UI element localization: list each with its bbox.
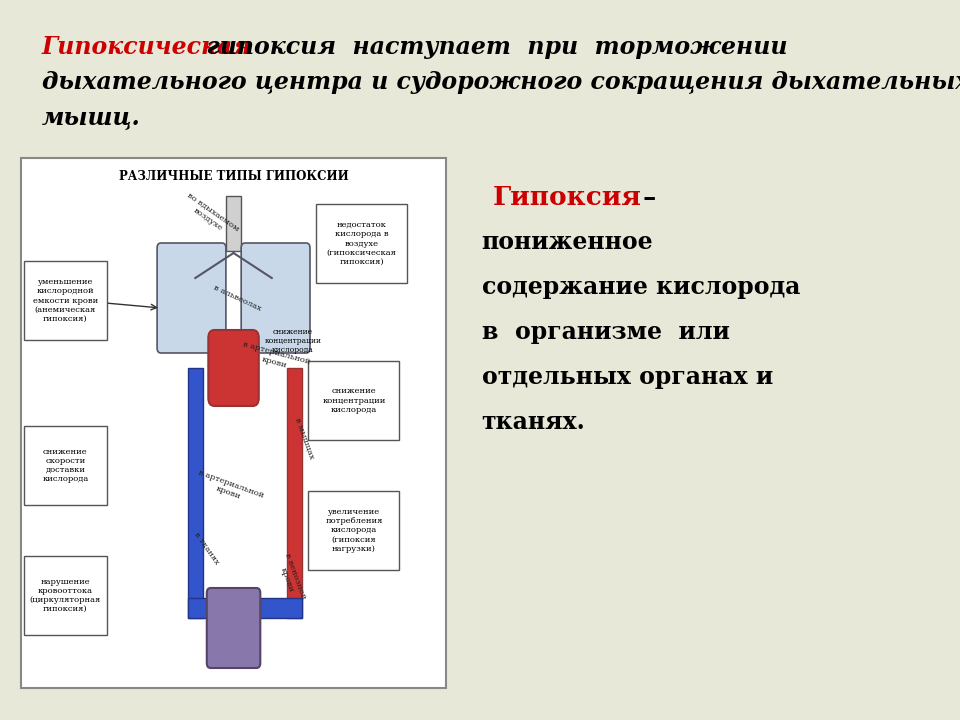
FancyBboxPatch shape (308, 361, 399, 440)
Bar (187, 598, 302, 618)
Text: РАЗЛИЧНЫЕ ТИПЫ ГИПОКСИИ: РАЗЛИЧНЫЕ ТИПЫ ГИПОКСИИ (119, 169, 348, 182)
Text: в тканях: в тканях (193, 530, 221, 566)
Bar (287, 368, 302, 618)
Text: снижение
концентрации
кислорода: снижение концентрации кислорода (323, 387, 386, 414)
Text: уменьшение
кислородной
емкости крови
(анемическая
гипоксия): уменьшение кислородной емкости крови (ан… (33, 278, 98, 323)
Text: снижение
скорости
доставки
кислорода: снижение скорости доставки кислорода (42, 448, 88, 483)
FancyBboxPatch shape (24, 261, 107, 340)
Text: в мышцах: в мышцах (293, 416, 315, 460)
FancyBboxPatch shape (241, 243, 310, 353)
Text: пониженное: пониженное (482, 230, 653, 254)
Text: дыхательного центра и судорожного сокращения дыхательных: дыхательного центра и судорожного сокращ… (42, 70, 960, 94)
FancyBboxPatch shape (24, 426, 107, 505)
Text: нарушение
кровооттока
(циркуляторная
гипоксия): нарушение кровооттока (циркуляторная гип… (30, 577, 101, 613)
FancyBboxPatch shape (208, 330, 259, 406)
Text: содержание кислорода: содержание кислорода (482, 275, 800, 299)
Text: тканях.: тканях. (482, 410, 586, 434)
Text: отдельных органах и: отдельных органах и (482, 365, 773, 389)
FancyBboxPatch shape (316, 204, 407, 283)
Text: в артериальной
крови: в артериальной крови (240, 341, 311, 375)
Text: Гипоксия: Гипоксия (493, 185, 642, 210)
FancyBboxPatch shape (308, 491, 399, 570)
FancyBboxPatch shape (21, 158, 445, 688)
Text: гипоксия  наступает  при  торможении: гипоксия наступает при торможении (189, 35, 787, 59)
Text: снижение
концентрации
кислорода: снижение концентрации кислорода (265, 328, 322, 354)
Text: в  организме  или: в организме или (482, 320, 730, 344)
Bar (226, 196, 241, 251)
FancyBboxPatch shape (157, 243, 226, 353)
Text: в венозной
крови: в венозной крови (275, 552, 307, 604)
FancyBboxPatch shape (24, 556, 107, 635)
Text: мышц.: мышц. (42, 105, 141, 129)
Text: в альвеолах: в альвеолах (212, 284, 263, 312)
Text: Гипоксическая: Гипоксическая (42, 35, 252, 59)
Text: в артериальной
крови: в артериальной крови (194, 468, 265, 508)
Text: недостаток
кислорода в
воздухе
(гипоксическая
гипоксия): недостаток кислорода в воздухе (гипоксич… (326, 221, 396, 266)
Bar (187, 368, 203, 618)
Text: увеличение
потребления
кислорода
(гипоксия
нагрузки): увеличение потребления кислорода (гипокс… (325, 508, 383, 553)
Text: во вдыхаемом
воздухе: во вдыхаемом воздухе (180, 192, 241, 240)
Text: –: – (635, 185, 657, 210)
FancyBboxPatch shape (206, 588, 260, 668)
